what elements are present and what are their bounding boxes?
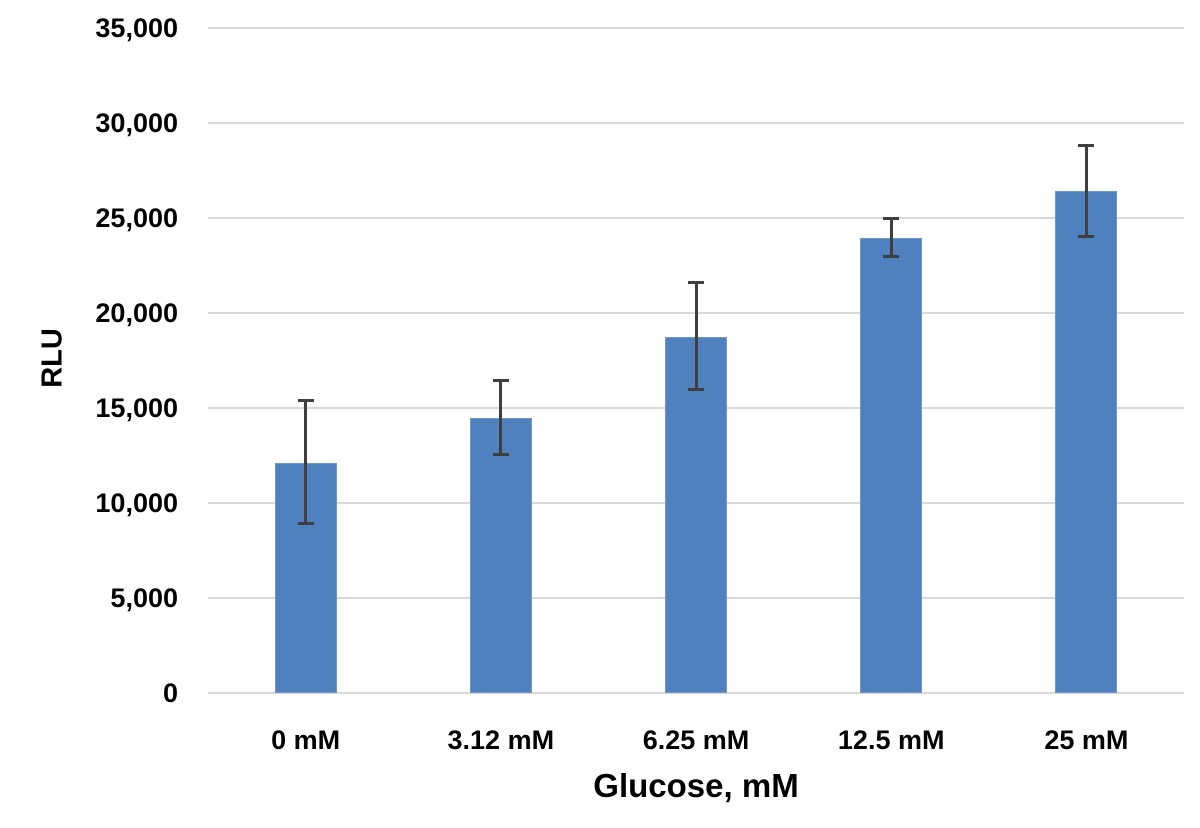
bar-25-mM xyxy=(1055,191,1118,693)
bar-6.25-mM xyxy=(665,336,727,693)
error-bar-line xyxy=(499,380,503,455)
gridline-0 xyxy=(208,692,1184,694)
y-tick-label: 10,000 xyxy=(95,488,178,518)
error-bar-line xyxy=(304,400,308,524)
error-bar-cap-top xyxy=(1078,144,1095,148)
bar-3.12-mM xyxy=(469,417,532,693)
error-bar-line xyxy=(694,282,698,390)
error-bar-cap-bottom xyxy=(297,522,314,526)
x-axis-title: Glucose, mM xyxy=(593,767,799,804)
gridline-25000 xyxy=(208,217,1184,219)
error-bar-cap-bottom xyxy=(883,254,900,258)
error-bar-cap-top xyxy=(297,398,314,402)
y-tick-label: 35,000 xyxy=(95,13,178,43)
bar-12.5-mM xyxy=(860,237,923,693)
error-bar-cap-top xyxy=(492,378,509,382)
error-bar-cap-bottom xyxy=(1078,234,1095,238)
error-bar-cap-top xyxy=(883,216,900,220)
y-tick-label: 0 xyxy=(162,678,178,708)
y-axis-title: RLU xyxy=(36,328,69,388)
x-tick-label-12.5-mM: 12.5 mM xyxy=(837,725,945,755)
gridline-35000 xyxy=(208,27,1184,29)
plot-area xyxy=(208,27,1184,694)
y-tick-label: 20,000 xyxy=(95,298,178,328)
error-bar-cap-bottom xyxy=(492,453,509,457)
x-tick-label-25-mM: 25 mM xyxy=(1044,725,1129,755)
y-tick-label: 25,000 xyxy=(95,203,178,233)
error-bar-cap-top xyxy=(688,281,704,285)
x-tick-label-3.12-mM: 3.12 mM xyxy=(447,725,555,755)
y-tick-label: 15,000 xyxy=(95,393,178,423)
y-tick-label: 5,000 xyxy=(110,583,178,613)
x-tick-label-6.25-mM: 6.25 mM xyxy=(642,725,750,755)
error-bar-line xyxy=(889,218,893,256)
y-tick-label: 30,000 xyxy=(95,108,178,138)
error-bar-line xyxy=(1084,145,1088,237)
gridline-30000 xyxy=(208,122,1184,124)
x-tick-label-0-mM: 0 mM xyxy=(271,725,341,755)
error-bar-cap-bottom xyxy=(688,388,704,392)
bar-0-mM xyxy=(274,463,337,693)
